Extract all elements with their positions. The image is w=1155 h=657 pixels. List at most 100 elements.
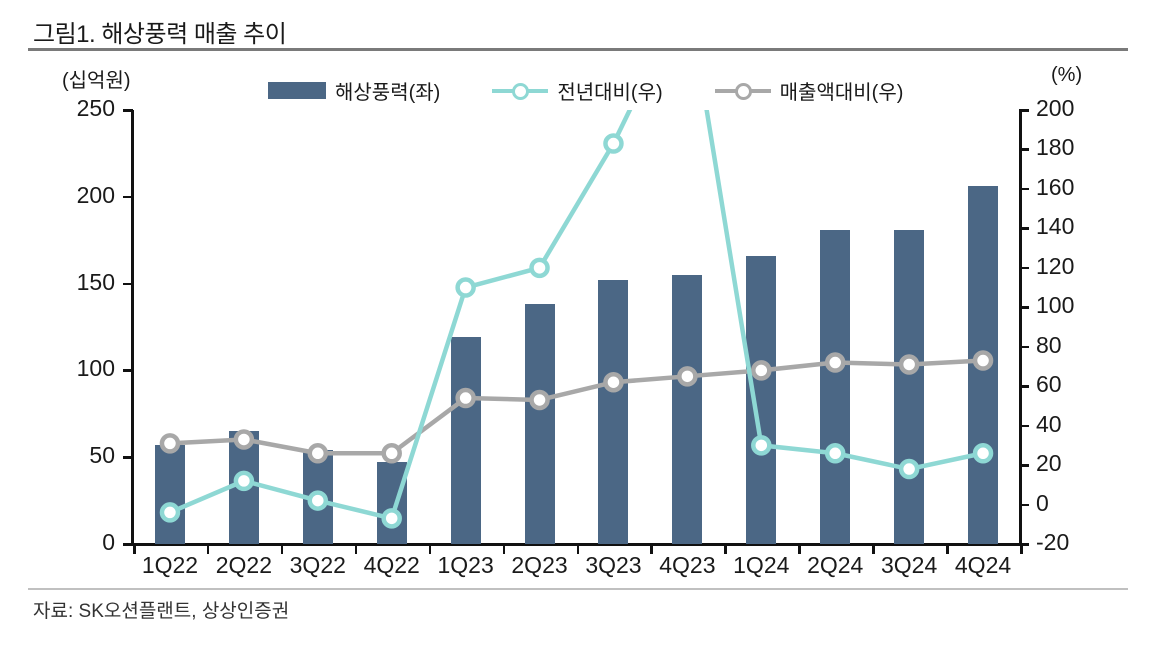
x-axis-tick-label: 4Q24 (954, 552, 1012, 578)
left-axis-tick-label: 50 (89, 442, 115, 469)
x-axis-tick-label: 1Q24 (733, 552, 790, 578)
x-axis-tick-label: 1Q22 (141, 552, 199, 578)
x-axis-tick-label: 3Q23 (585, 552, 642, 578)
source-note: 자료: SK오션플랜트, 상상인증권 (33, 601, 290, 622)
right-axis-tick-label: 140 (1036, 213, 1075, 240)
bar-3Q24 (894, 229, 925, 544)
yoy-marker-3Q23 (603, 133, 624, 154)
ratio-marker-3Q24 (898, 354, 920, 375)
right-tick (1019, 109, 1029, 112)
yoy-marker-4Q22 (381, 508, 402, 529)
line-yoy-group (159, 110, 994, 529)
x-tick (502, 544, 506, 554)
x-axis-tick-label: 4Q23 (659, 552, 716, 578)
right-axis-tick-label: 160 (1036, 173, 1075, 200)
ratio-marker-4Q22 (381, 443, 402, 464)
yoy-marker-2Q22 (233, 470, 255, 492)
right-tick (1019, 345, 1029, 349)
right-tick (1019, 543, 1029, 546)
yoy-marker-3Q22 (307, 490, 329, 511)
left-tick (123, 109, 133, 112)
ratio-marker-4Q23 (677, 366, 698, 387)
x-tick (133, 544, 136, 554)
right-axis-tick-label: 120 (1036, 252, 1075, 279)
x-axis-tick-label: 2Q24 (807, 552, 864, 578)
ratio-marker-4Q24 (972, 350, 994, 371)
line-series (159, 110, 994, 529)
x-axis-tick-label: 1Q23 (437, 552, 494, 578)
ratio-path (167, 358, 986, 456)
ratio-marker-2Q22 (233, 429, 255, 450)
right-axis-tick-label: 20 (1036, 450, 1062, 477)
ratio-marker-1Q22 (159, 433, 181, 454)
x-axis-line (131, 543, 1021, 546)
right-axis-tick-label: 200 (1036, 95, 1075, 121)
legend-label-yoy: 전년대비(우) (557, 82, 663, 104)
legend-item-ratio: 매출액대비(우) (714, 76, 956, 105)
left-tick (123, 195, 133, 199)
right-tick (1019, 385, 1029, 388)
right-axis-tick-label: 180 (1036, 134, 1075, 161)
right-axis-line (1019, 110, 1022, 546)
yoy-marker-1Q23 (455, 277, 476, 298)
chart-legend: 해상풍력(좌) 전년대비(우) 매출액대비(우) (268, 76, 955, 105)
x-tick (576, 544, 579, 554)
ratio-marker-3Q22 (307, 443, 329, 464)
left-tick (123, 456, 133, 459)
legend-swatch-bar-icon (268, 82, 326, 99)
right-tick (1019, 424, 1029, 428)
legend-label-bar: 해상풍력(좌) (335, 82, 441, 104)
ratio-marker-1Q24 (751, 360, 772, 381)
ratio-marker-2Q23 (529, 389, 550, 411)
left-axis-tick-label: 200 (76, 181, 115, 208)
x-tick (650, 544, 653, 554)
right-tick (1019, 187, 1029, 191)
bar-4Q22 (376, 462, 407, 544)
x-tick (280, 544, 284, 554)
right-tick (1019, 464, 1029, 467)
ratio-marker-2Q24 (824, 352, 846, 373)
left-axis-unit: (십억원) (62, 70, 131, 92)
right-tick (1019, 227, 1029, 230)
right-axis-tick-label: 100 (1036, 292, 1075, 319)
title-divider (28, 48, 1128, 51)
right-tick (1019, 306, 1029, 309)
ratio-marker-3Q23 (603, 371, 624, 393)
page-title: 그림1. 해상풍력 매출 추이 (33, 21, 287, 48)
right-axis-tick-label: 60 (1036, 371, 1062, 398)
bar-1Q23 (450, 337, 481, 544)
left-tick (123, 369, 133, 372)
bar-3Q23 (598, 280, 629, 544)
x-axis-tick-label: 3Q24 (880, 552, 938, 578)
x-tick (428, 544, 432, 554)
x-tick (798, 544, 801, 554)
left-axis-tick-label: 250 (76, 95, 115, 121)
bar-2Q23 (524, 304, 555, 544)
legend-item-bar: 해상풍력(좌) (268, 76, 492, 105)
yoy-marker-1Q24 (751, 435, 772, 456)
right-axis-unit: (%) (1051, 64, 1083, 86)
left-axis-line (131, 110, 134, 546)
x-tick (872, 544, 875, 554)
yoy-marker-2Q24 (824, 443, 846, 464)
line-ratio-group (159, 350, 994, 464)
right-axis-tick-label: 0 (1036, 489, 1049, 516)
right-tick (1019, 148, 1029, 151)
x-tick (354, 544, 358, 554)
yoy-marker-2Q23 (529, 257, 550, 279)
x-axis-tick-label: 2Q22 (215, 552, 272, 578)
x-tick (1020, 544, 1023, 554)
plot-area (133, 110, 1020, 544)
yoy-marker-3Q24 (898, 458, 920, 480)
x-axis-tick-label: 2Q23 (511, 552, 568, 578)
yoy-marker-4Q24 (972, 443, 994, 464)
bar-1Q24 (746, 255, 777, 544)
right-tick (1019, 503, 1029, 507)
left-axis-tick-label: 100 (76, 355, 115, 382)
legend-label-ratio: 매출액대비(우) (779, 82, 904, 104)
yoy-path (167, 110, 986, 521)
x-tick (206, 544, 210, 554)
source-divider (28, 588, 1128, 590)
x-tick (946, 544, 949, 554)
